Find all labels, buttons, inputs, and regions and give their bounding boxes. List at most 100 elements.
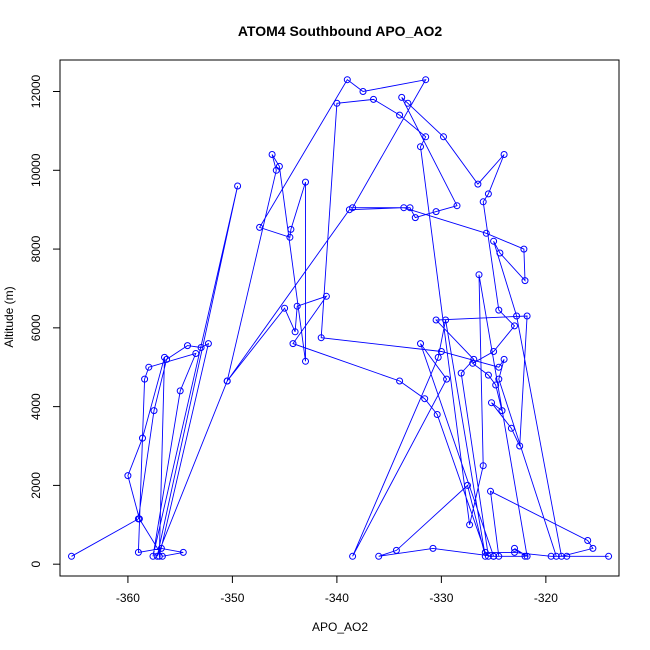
data-point	[457, 369, 465, 377]
data-point	[333, 99, 341, 107]
data-point	[432, 316, 440, 324]
data-point	[520, 245, 528, 253]
data-point	[495, 552, 503, 560]
data-point	[287, 225, 295, 233]
data-point	[179, 548, 187, 556]
data-point	[302, 178, 309, 186]
data-point	[490, 237, 498, 245]
data-point	[521, 552, 529, 560]
y-axis: 0 2000 4000 6000 8000 10000 12000	[29, 75, 61, 568]
data-point	[487, 487, 494, 495]
data-point	[411, 214, 419, 222]
data-point	[484, 371, 492, 379]
data-point	[584, 537, 592, 544]
data-point	[511, 544, 518, 552]
data-point	[442, 316, 450, 324]
data-point	[513, 312, 521, 320]
data-point	[563, 552, 571, 560]
y-axis-label: Altitude (m)	[2, 286, 16, 347]
y-tick-label: 0	[29, 561, 43, 568]
data-point	[552, 552, 560, 560]
data-point	[440, 133, 447, 141]
data-point	[375, 552, 383, 560]
data-point	[293, 302, 301, 310]
data-point	[422, 76, 430, 84]
chart-title: ATOM4 Southbound APO_AO2	[238, 23, 443, 39]
data-point	[495, 363, 503, 371]
data-point	[422, 133, 430, 141]
data-point	[589, 544, 597, 552]
data-point	[470, 355, 478, 363]
y-tick-label: 12000	[29, 75, 43, 109]
data-point	[286, 233, 294, 241]
data-point	[466, 521, 474, 529]
data-point	[234, 182, 242, 190]
data-point	[149, 552, 157, 560]
y-tick-label: 2000	[29, 472, 43, 499]
data-point	[256, 223, 264, 231]
data-point	[496, 249, 504, 257]
data-point	[404, 99, 412, 107]
data-point	[511, 548, 518, 556]
data-point	[163, 355, 171, 363]
plot-frame	[59, 59, 620, 577]
y-tick-label: 6000	[29, 314, 43, 341]
x-tick-label: -360	[116, 591, 140, 605]
data-point	[475, 271, 483, 279]
data-point	[433, 411, 441, 418]
data-point	[197, 344, 205, 351]
data-point	[184, 342, 191, 350]
series-layer	[68, 76, 613, 560]
data-point	[417, 143, 424, 151]
data-point	[135, 515, 143, 523]
data-point	[437, 348, 445, 355]
data-point	[322, 292, 330, 300]
data-point	[516, 442, 524, 450]
data-point	[469, 359, 477, 367]
data-point	[481, 548, 489, 556]
data-point	[605, 552, 613, 560]
data-point	[443, 375, 451, 383]
data-point	[432, 208, 440, 216]
data-point	[521, 277, 529, 285]
data-point	[161, 353, 168, 361]
data-point	[558, 552, 565, 560]
data-point	[349, 552, 357, 560]
data-point	[511, 322, 518, 330]
data-point	[157, 544, 165, 552]
data-point	[134, 548, 142, 556]
data-point	[400, 204, 408, 212]
x-axis-label: APO_AO2	[312, 620, 368, 634]
data-point	[145, 363, 153, 371]
data-point	[124, 472, 132, 480]
data-point	[370, 95, 377, 103]
data-point	[153, 552, 161, 560]
data-point	[268, 151, 276, 158]
data-point	[176, 387, 184, 395]
data-point	[453, 202, 461, 210]
y-tick-label: 8000	[29, 235, 43, 262]
data-point	[302, 357, 309, 365]
data-point	[158, 552, 166, 560]
data-point	[204, 340, 212, 348]
x-tick-label: -330	[429, 591, 453, 605]
data-point	[343, 76, 351, 84]
data-point	[429, 544, 437, 552]
data-point	[495, 306, 503, 314]
data-point	[507, 424, 515, 432]
data-point	[275, 162, 283, 170]
data-point	[141, 375, 149, 383]
data-point	[479, 462, 487, 470]
data-point	[500, 355, 508, 363]
y-tick-label: 4000	[29, 393, 43, 420]
data-point	[500, 151, 508, 158]
data-point	[495, 375, 503, 383]
data-point	[359, 88, 367, 95]
data-point	[281, 304, 289, 312]
data-point	[464, 481, 471, 489]
data-point	[488, 399, 495, 407]
data-point	[434, 353, 442, 361]
data-point	[396, 111, 404, 119]
